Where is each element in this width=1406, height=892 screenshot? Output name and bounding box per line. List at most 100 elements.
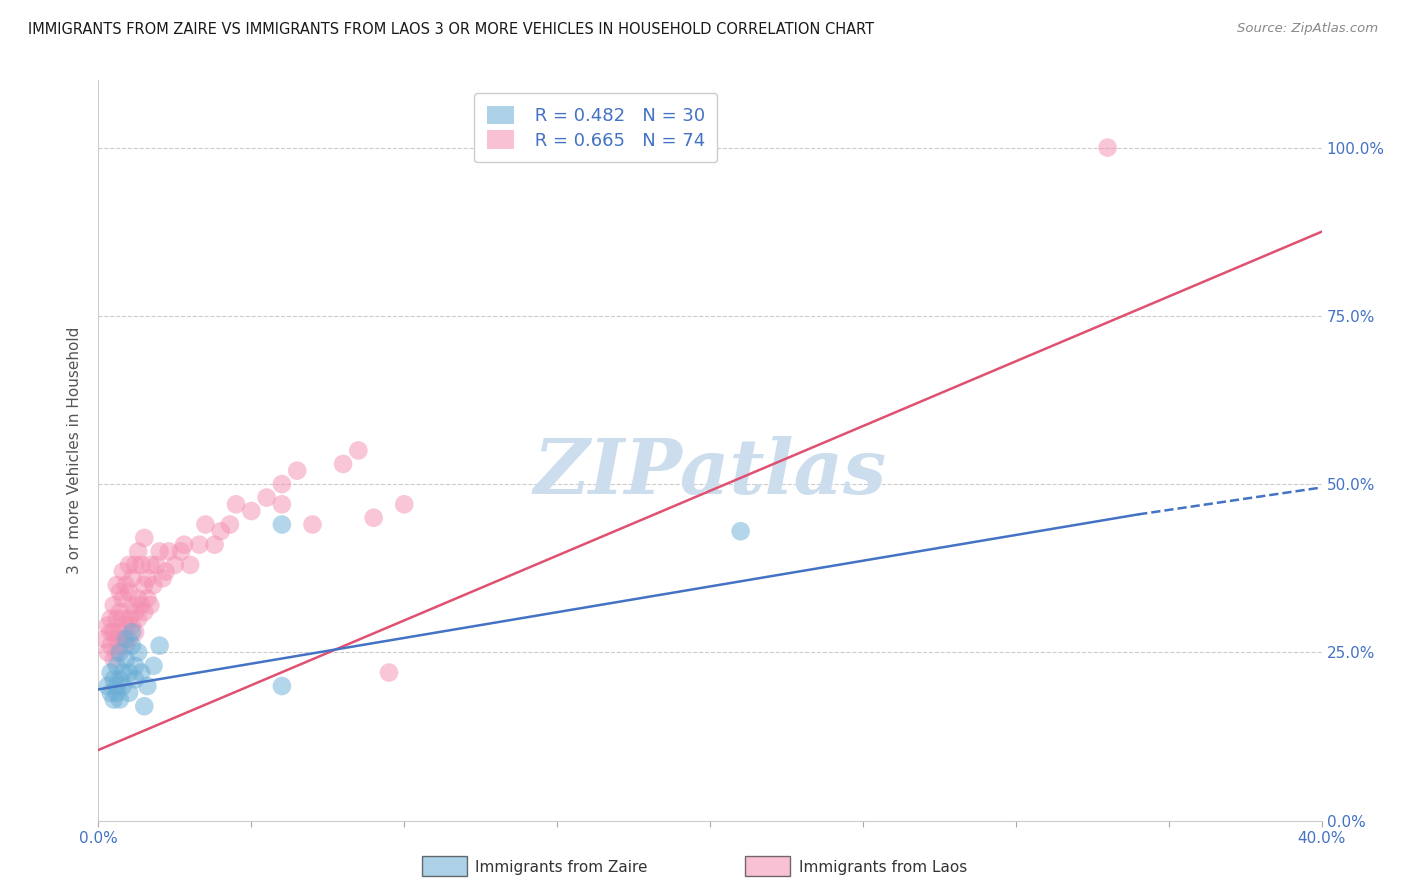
Point	[108, 584, 131, 599]
Point	[194, 517, 217, 532]
Text: IMMIGRANTS FROM ZAIRE VS IMMIGRANTS FROM LAOS 3 OR MORE VEHICLES IN HOUSEHOLD CO: IMMIGRANTS FROM ZAIRE VS IMMIGRANTS FROM…	[28, 22, 875, 37]
Point	[103, 692, 125, 706]
Point	[301, 517, 323, 532]
Point	[127, 645, 149, 659]
Point	[127, 612, 149, 626]
Point	[270, 517, 292, 532]
Point	[118, 686, 141, 700]
Point	[392, 497, 416, 511]
Text: Source: ZipAtlas.com: Source: ZipAtlas.com	[1237, 22, 1378, 36]
Point	[152, 571, 174, 585]
Point	[270, 497, 292, 511]
Point	[115, 632, 138, 646]
Point	[118, 558, 141, 572]
Point	[118, 612, 141, 626]
Point	[730, 524, 752, 539]
Point	[219, 517, 242, 532]
Point	[179, 558, 201, 572]
Point	[105, 578, 128, 592]
Point	[118, 584, 141, 599]
Point	[225, 497, 247, 511]
Point	[134, 605, 156, 619]
Point	[111, 565, 134, 579]
Point	[134, 531, 156, 545]
Point	[97, 618, 120, 632]
Point	[108, 639, 131, 653]
Point	[100, 625, 122, 640]
Text: Immigrants from Laos: Immigrants from Laos	[799, 860, 967, 874]
Y-axis label: 3 or more Vehicles in Household: 3 or more Vehicles in Household	[67, 326, 83, 574]
Point	[108, 625, 131, 640]
Point	[149, 639, 172, 653]
Point	[97, 645, 120, 659]
Point	[124, 605, 146, 619]
Point	[108, 692, 131, 706]
Point	[115, 652, 138, 666]
Point	[105, 686, 128, 700]
Point	[134, 578, 156, 592]
Point	[103, 625, 125, 640]
Point	[118, 665, 141, 680]
Point	[378, 665, 401, 680]
Point	[170, 544, 193, 558]
Point	[121, 599, 143, 613]
Text: ZIPatlas: ZIPatlas	[533, 435, 887, 509]
Point	[115, 578, 138, 592]
Point	[149, 544, 172, 558]
Point	[145, 558, 167, 572]
Point	[100, 686, 122, 700]
Point	[127, 591, 149, 606]
Point	[118, 632, 141, 646]
Point	[115, 639, 138, 653]
Point	[332, 457, 354, 471]
Point	[129, 558, 152, 572]
Point	[129, 665, 152, 680]
Point	[103, 599, 125, 613]
Point	[157, 544, 180, 558]
Point	[111, 612, 134, 626]
Point	[124, 673, 146, 687]
Point	[139, 558, 162, 572]
Point	[121, 618, 143, 632]
Point	[124, 625, 146, 640]
Point	[124, 558, 146, 572]
Point	[111, 591, 134, 606]
Point	[108, 673, 131, 687]
Point	[121, 625, 143, 640]
Point	[111, 632, 134, 646]
Point	[121, 571, 143, 585]
Point	[108, 605, 131, 619]
Point	[142, 658, 165, 673]
Point	[285, 464, 308, 478]
Text: Immigrants from Zaire: Immigrants from Zaire	[475, 860, 648, 874]
Point	[108, 645, 131, 659]
Point	[256, 491, 278, 505]
Point	[270, 679, 292, 693]
Point	[105, 658, 128, 673]
Point	[155, 565, 177, 579]
Point	[105, 612, 128, 626]
Point	[240, 504, 263, 518]
Point	[136, 591, 159, 606]
Point	[100, 612, 122, 626]
Point	[105, 632, 128, 646]
Point	[111, 679, 134, 693]
Point	[103, 673, 125, 687]
Point	[136, 571, 159, 585]
Point	[100, 665, 122, 680]
Point	[363, 510, 385, 524]
Point	[111, 665, 134, 680]
Point	[129, 599, 152, 613]
Point	[97, 679, 120, 693]
Point	[139, 599, 162, 613]
Point	[134, 699, 156, 714]
Point	[204, 538, 226, 552]
Point	[163, 558, 186, 572]
Legend:  R = 0.482   N = 30,  R = 0.665   N = 74: R = 0.482 N = 30, R = 0.665 N = 74	[474, 93, 717, 162]
Point	[270, 477, 292, 491]
Point	[121, 639, 143, 653]
Point	[93, 632, 115, 646]
Point	[105, 679, 128, 693]
Point	[1097, 140, 1119, 154]
Point	[105, 645, 128, 659]
